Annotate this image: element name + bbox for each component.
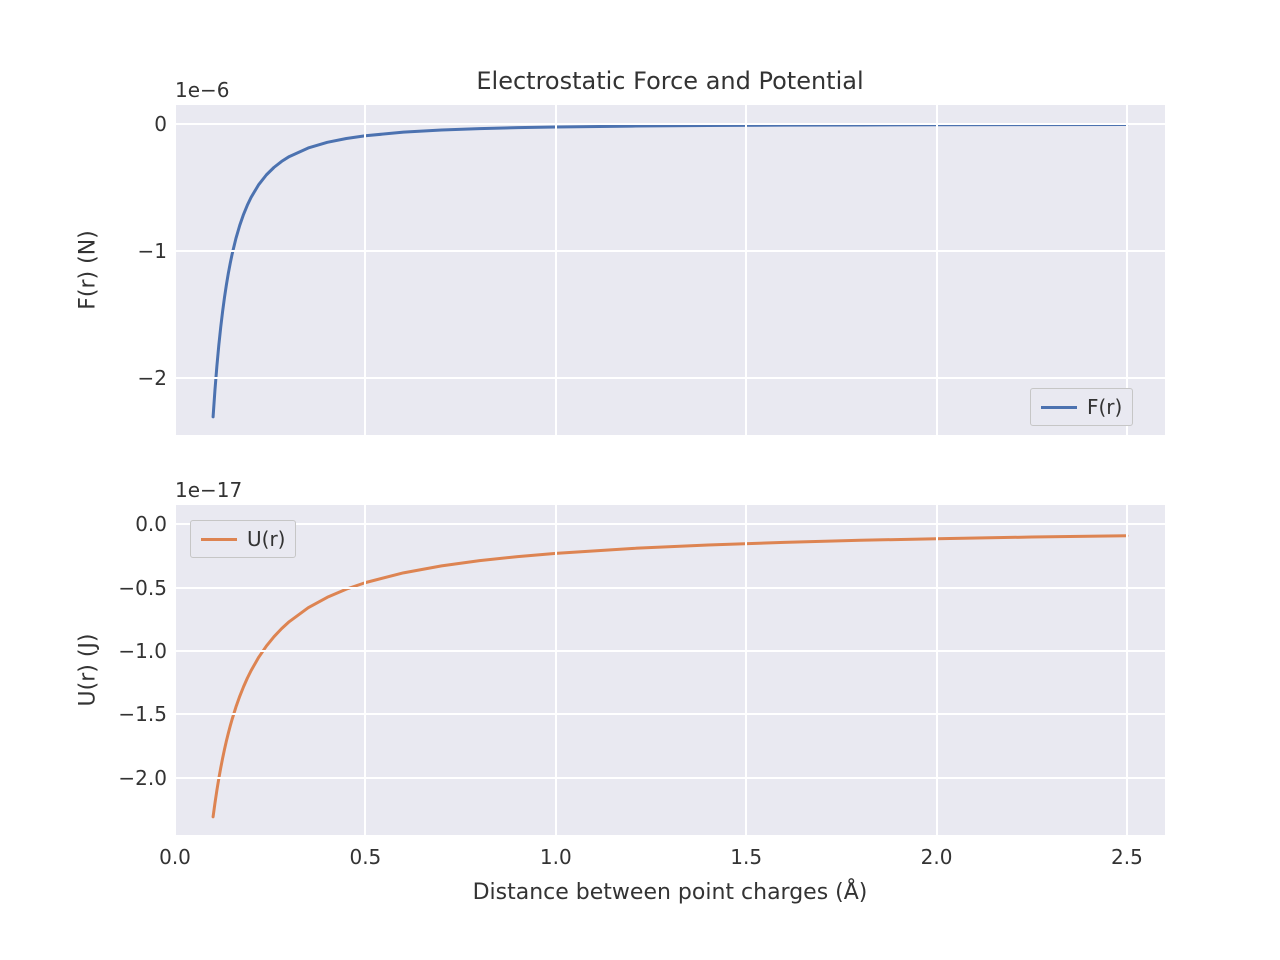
grid-line xyxy=(555,505,557,835)
grid-line xyxy=(1126,505,1128,835)
top-ylabel: F(r) (N) xyxy=(76,230,101,309)
xtick-label: 0.5 xyxy=(349,845,381,869)
legend-label-ur: U(r) xyxy=(247,527,285,551)
ytick-label: −2.0 xyxy=(118,766,167,790)
grid-line xyxy=(175,713,1165,715)
bottom-ylabel: U(r) (J) xyxy=(76,634,101,707)
xtick-label: 2.0 xyxy=(921,845,953,869)
bottom-offset-text: 1e−17 xyxy=(175,478,242,502)
grid-line xyxy=(745,105,747,435)
series-line xyxy=(213,125,1127,417)
top-curve-svg xyxy=(175,105,1165,435)
grid-line xyxy=(174,105,176,435)
grid-line xyxy=(364,505,366,835)
top-plot xyxy=(175,105,1165,435)
series-line xyxy=(213,536,1127,817)
bottom-legend: U(r) xyxy=(190,520,296,558)
grid-line xyxy=(1126,105,1128,435)
figure: Electrostatic Force and Potential 1e−6 F… xyxy=(0,0,1280,960)
grid-line xyxy=(174,505,176,835)
grid-line xyxy=(175,523,1165,525)
grid-line xyxy=(745,505,747,835)
legend-swatch-ur xyxy=(201,538,237,541)
xtick-label: 1.5 xyxy=(730,845,762,869)
grid-line xyxy=(175,250,1165,252)
grid-line xyxy=(175,123,1165,125)
figure-title: Electrostatic Force and Potential xyxy=(476,67,863,95)
ytick-label: −0.5 xyxy=(118,576,167,600)
grid-line xyxy=(936,505,938,835)
bottom-plot xyxy=(175,505,1165,835)
grid-line xyxy=(364,105,366,435)
xtick-label: 0.0 xyxy=(159,845,191,869)
ytick-label: 0.0 xyxy=(135,512,167,536)
legend-swatch-fr xyxy=(1041,406,1077,409)
ytick-label: −1.0 xyxy=(118,639,167,663)
xtick-label: 2.5 xyxy=(1111,845,1143,869)
bottom-curve-svg xyxy=(175,505,1165,835)
grid-line xyxy=(175,650,1165,652)
grid-line xyxy=(175,777,1165,779)
xlabel: Distance between point charges (Å) xyxy=(473,880,868,905)
grid-line xyxy=(936,105,938,435)
legend-label-fr: F(r) xyxy=(1087,395,1122,419)
ytick-label: −2 xyxy=(138,366,167,390)
grid-line xyxy=(175,377,1165,379)
grid-line xyxy=(175,587,1165,589)
ytick-label: −1.5 xyxy=(118,702,167,726)
top-offset-text: 1e−6 xyxy=(175,78,230,102)
top-legend: F(r) xyxy=(1030,388,1133,426)
ytick-label: −1 xyxy=(138,239,167,263)
xtick-label: 1.0 xyxy=(540,845,572,869)
ytick-label: 0 xyxy=(154,112,167,136)
grid-line xyxy=(555,105,557,435)
